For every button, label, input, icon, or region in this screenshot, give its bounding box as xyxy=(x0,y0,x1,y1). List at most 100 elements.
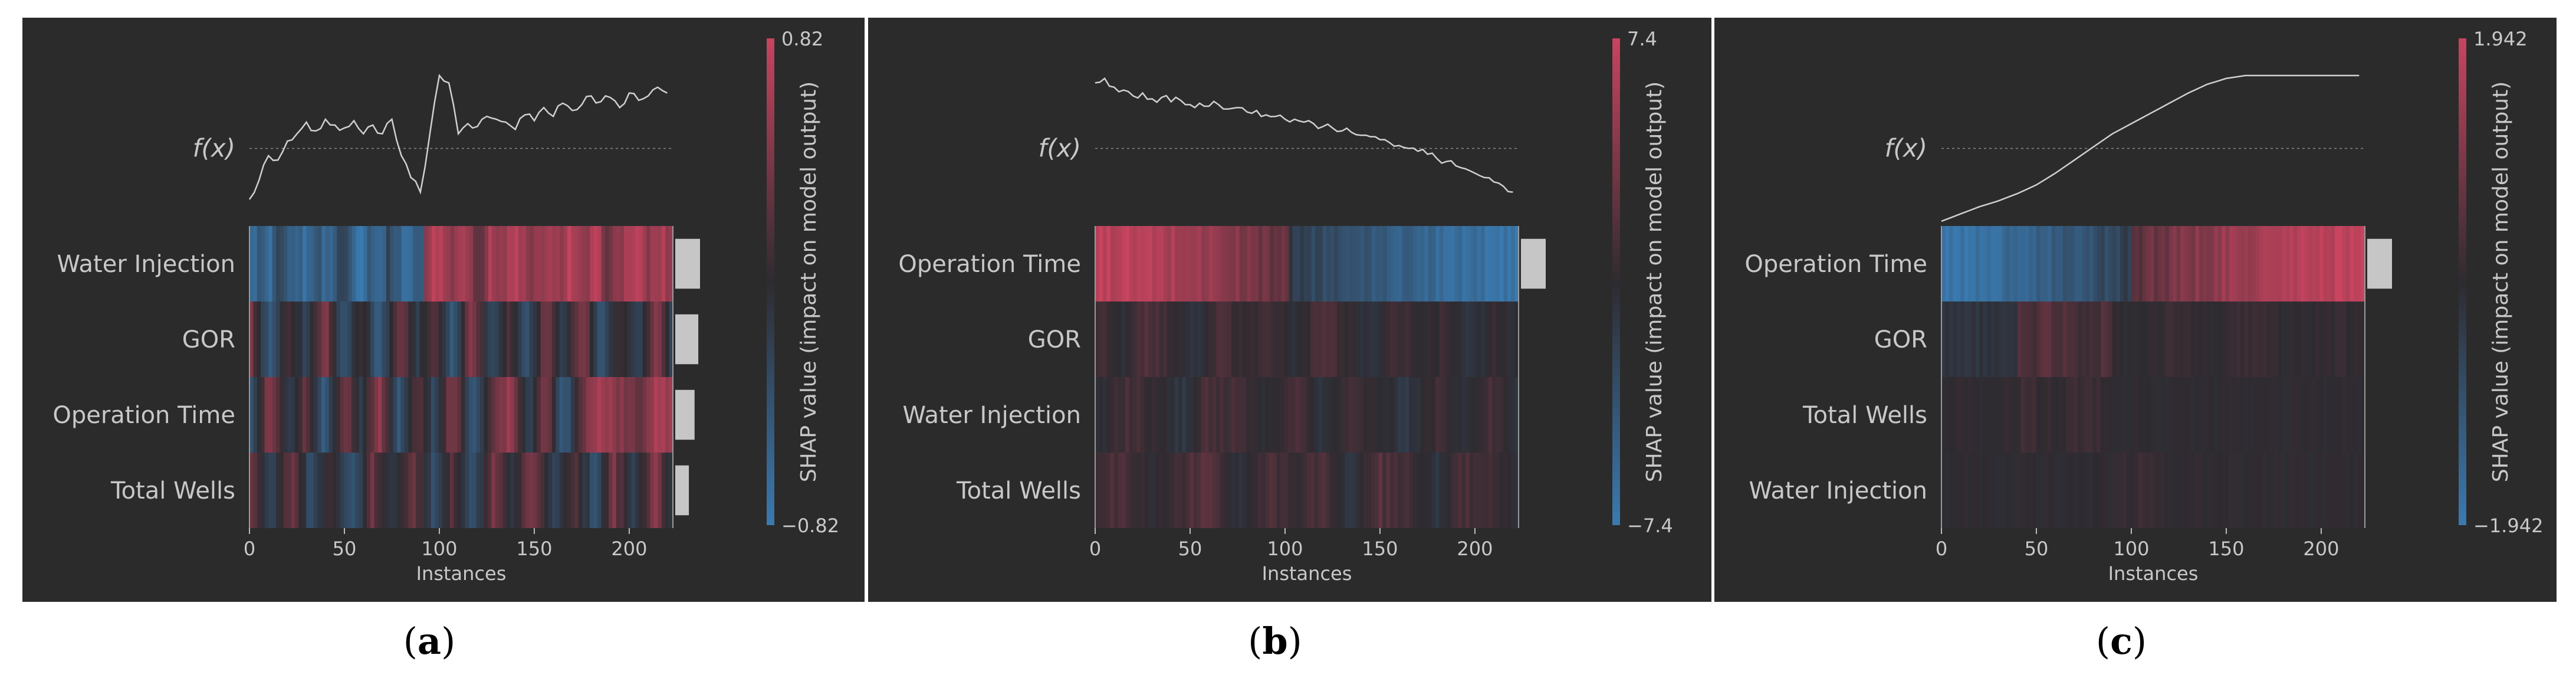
fx-label: f(x) xyxy=(193,134,235,163)
heatmap-cell xyxy=(1167,453,1171,528)
heatmap-cell xyxy=(253,226,258,302)
heatmap-cell xyxy=(1197,302,1202,377)
heatmap-cell xyxy=(2225,302,2230,377)
heatmap-cell xyxy=(371,226,376,302)
heatmap-cell xyxy=(1945,226,1950,302)
heatmap-cell xyxy=(1303,453,1307,528)
heatmap-cell xyxy=(2259,453,2263,528)
heatmap-cell xyxy=(631,302,636,377)
heatmap-cell xyxy=(2153,453,2158,528)
heatmap-cell xyxy=(1383,226,1388,302)
heatmap-cell xyxy=(1488,453,1493,528)
heatmap-cell xyxy=(544,453,549,528)
heatmap-cell xyxy=(1949,453,1953,528)
heatmap-cell xyxy=(1340,377,1345,453)
heatmap-cell xyxy=(499,302,504,377)
heatmap-cell xyxy=(363,226,368,302)
heatmap-cell xyxy=(423,377,428,453)
colorbar xyxy=(767,38,774,525)
heatmap-cell xyxy=(2199,302,2203,377)
heatmap-cell xyxy=(1114,377,1119,453)
heatmap-cell xyxy=(601,377,606,453)
heatmap-cell xyxy=(249,302,254,377)
heatmap-cell xyxy=(1402,226,1406,302)
heatmap-cell xyxy=(275,453,280,528)
heatmap-cell xyxy=(465,226,470,302)
heatmap-cell xyxy=(446,453,451,528)
heatmap-cell xyxy=(2308,377,2312,453)
heatmap-cell xyxy=(2331,302,2335,377)
heatmap-cell xyxy=(2285,226,2290,302)
heatmap-cell xyxy=(1431,453,1436,528)
heatmap-cell xyxy=(1401,302,1406,377)
heatmap-cell xyxy=(2168,453,2173,528)
heatmap-cell xyxy=(2296,453,2301,528)
heatmap-cell xyxy=(2191,226,2196,302)
heatmap-cell xyxy=(510,302,515,377)
heatmap-cell xyxy=(1503,302,1508,377)
heatmap-cell xyxy=(400,377,405,453)
heatmap-cell xyxy=(1326,226,1331,302)
heatmap-cell xyxy=(1110,226,1115,302)
heatmap-cell xyxy=(1118,377,1122,453)
heatmap-cell xyxy=(1114,453,1119,528)
heatmap-cell xyxy=(1326,377,1330,453)
heatmap-cell xyxy=(1986,377,1991,453)
x-tick-label: 100 xyxy=(421,538,457,560)
heatmap-cell xyxy=(1461,377,1466,453)
heatmap-cell xyxy=(620,377,625,453)
heatmap-cell xyxy=(2108,453,2112,528)
heatmap-cell xyxy=(556,453,560,528)
heatmap-cell xyxy=(1106,377,1111,453)
heatmap-cell xyxy=(2248,453,2252,528)
heatmap-cell xyxy=(1454,226,1459,302)
heatmap-cell xyxy=(1314,302,1319,377)
heatmap-cell xyxy=(2070,302,2075,377)
heatmap-cell xyxy=(390,226,395,302)
heatmap-cell xyxy=(2176,377,2180,453)
heatmap-cell xyxy=(2350,302,2354,377)
heatmap-cell xyxy=(639,377,643,453)
heatmap-cell xyxy=(495,302,500,377)
heatmap-cell xyxy=(253,453,258,528)
heatmap-cell xyxy=(306,453,311,528)
heatmap-cell xyxy=(2122,453,2127,528)
heatmap-cell xyxy=(2361,302,2365,377)
heatmap-cell xyxy=(370,302,375,377)
heatmap-cell xyxy=(1246,377,1251,453)
heatmap-cell xyxy=(1469,453,1474,528)
heatmap-cell xyxy=(1473,377,1478,453)
heatmap-cell xyxy=(2089,453,2094,528)
heatmap-cell xyxy=(1265,302,1270,377)
heatmap-cell xyxy=(2184,302,2189,377)
heatmap-cell xyxy=(582,226,587,302)
heatmap-cell xyxy=(1133,302,1138,377)
heatmap-cell xyxy=(1964,226,1969,302)
heatmap-cell xyxy=(1488,377,1493,453)
heatmap-cell xyxy=(1223,302,1228,377)
heatmap-cell xyxy=(1299,453,1304,528)
heatmap-cell xyxy=(1484,377,1489,453)
heatmap-cell xyxy=(280,302,284,377)
heatmap-cell xyxy=(449,377,454,453)
heatmap-cell xyxy=(264,302,269,377)
heatmap-cell xyxy=(442,302,446,377)
heatmap-cell xyxy=(1204,302,1209,377)
heatmap-cell xyxy=(533,453,537,528)
heatmap-cell xyxy=(2357,453,2362,528)
heatmap-cell xyxy=(1205,226,1210,302)
heatmap-cell xyxy=(1201,377,1205,453)
heatmap-cell xyxy=(1175,226,1179,302)
heatmap-cell xyxy=(389,377,394,453)
heatmap-cell xyxy=(1348,302,1353,377)
heatmap-cell xyxy=(582,302,587,377)
heatmap-cell xyxy=(442,453,446,528)
heatmap-cell xyxy=(344,377,349,453)
heatmap-cell xyxy=(1488,226,1493,302)
heatmap-cell xyxy=(2101,302,2105,377)
x-tick-label: 50 xyxy=(2025,538,2049,560)
heatmap-cell xyxy=(1953,302,1957,377)
heatmap-cell xyxy=(1514,302,1519,377)
heatmap-cell xyxy=(525,302,530,377)
heatmap-cell xyxy=(382,377,386,453)
